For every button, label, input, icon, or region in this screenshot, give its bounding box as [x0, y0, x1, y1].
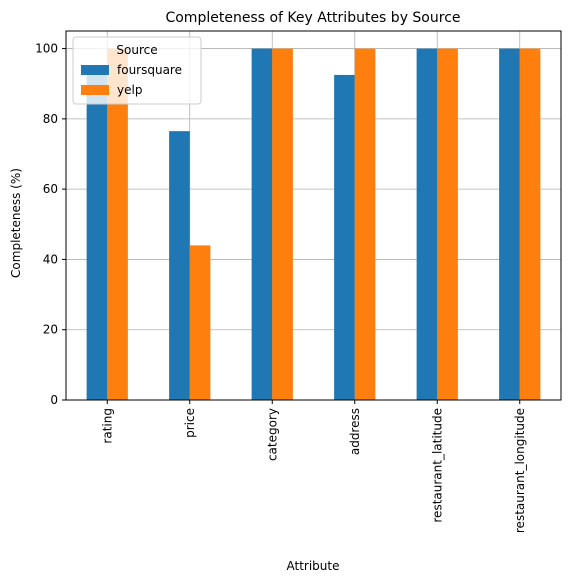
bars [86, 48, 541, 401]
legend-label-foursquare: foursquare [117, 63, 182, 77]
bar-foursquare-category [251, 48, 273, 400]
bar-foursquare-price [169, 131, 190, 400]
x-tick-label-restaurant_longitude: restaurant_longitude [513, 408, 527, 533]
x-tick-label-price: price [183, 408, 197, 438]
y-tick-label: 80 [43, 112, 58, 126]
x-tick-label-category: category [265, 408, 279, 461]
bar-yelp-rating [107, 48, 128, 400]
y-tick-label: 40 [43, 252, 58, 266]
x-axis-ticks: rating price category address restaurant_lat… [100, 400, 527, 533]
x-tick-label-address: address [348, 408, 362, 455]
y-axis-label: Completeness (%) [9, 168, 23, 278]
x-tick-label-restaurant_latitude: restaurant_latitude [430, 408, 444, 523]
x-tick-label-rating: rating [100, 408, 114, 444]
bar-yelp-category [272, 48, 293, 400]
bar-foursquare-address [334, 74, 355, 400]
bar-yelp-address [354, 48, 376, 400]
y-tick-label: 20 [43, 323, 58, 337]
y-tick-label: 100 [35, 42, 58, 56]
bar-foursquare-restaurant_latitude [416, 48, 438, 400]
chart-title: Completeness of Key Attributes by Source [165, 10, 460, 26]
plot-frame [65, 30, 562, 401]
bar-yelp-price [189, 245, 211, 400]
bar-foursquare-rating [86, 73, 108, 401]
y-axis-ticks: 0 20 40 60 80 100 [35, 42, 66, 407]
bar-yelp-restaurant_latitude [437, 48, 458, 400]
legend-title: Source [116, 43, 157, 57]
bar-yelp-restaurant_longitude [519, 48, 541, 400]
x-axis-label: Attribute [287, 559, 340, 573]
legend: Source foursquare yelp [72, 36, 202, 105]
bar-foursquare-restaurant_longitude [499, 48, 520, 400]
legend-swatch-yelp [81, 85, 109, 95]
y-tick-label: 0 [50, 393, 58, 407]
legend-swatch-foursquare [81, 65, 109, 75]
y-tick-label: 60 [43, 182, 58, 196]
legend-label-yelp: yelp [117, 83, 142, 97]
